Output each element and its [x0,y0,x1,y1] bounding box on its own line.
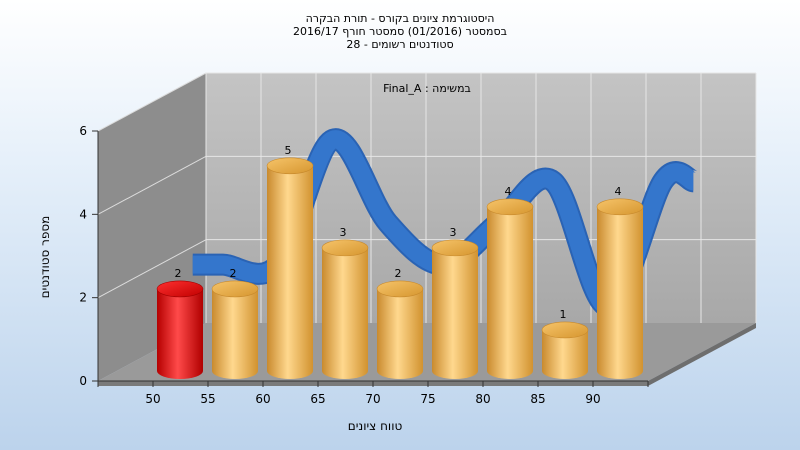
bar-body [487,206,533,379]
bar: 5 [266,144,314,379]
y-tick-label: 6 [79,124,87,138]
chart-title-line-1: היסטוגרמת ציונים בקורס - תורת הבקרה [306,12,495,25]
bar-top [321,239,369,257]
bar-top [541,321,589,339]
side-wall-gridline [97,155,207,215]
bar-top [596,198,644,216]
y-tick-label: 2 [79,291,87,305]
y-axis-title: מספר סטודנטים [38,216,52,299]
x-tick-label: 70 [365,392,380,406]
x-tick-label: 55 [200,392,215,406]
x-tick-label: 75 [420,392,435,406]
bar-top [211,280,259,298]
bar-body [432,247,478,379]
x-tick-label: 85 [530,392,545,406]
bar: 1 [541,308,589,379]
bar-body [377,288,423,379]
bar-value-label: 2 [175,267,182,280]
chart-title-line-2: בסמסטר (01/2016) סמסטר חורף 2016/17 [293,25,507,38]
bar: 2 [376,267,424,379]
bar: 3 [431,226,479,379]
bar-value-label: 1 [560,308,567,321]
bar: 4 [486,185,534,379]
bar-value-label: 4 [615,185,622,198]
bar-value-label: 2 [395,267,402,280]
bar: 2 [211,267,259,379]
series-label: Final_A : במשימה [383,82,471,95]
x-tick-label: 65 [310,392,325,406]
bar-top [156,280,204,298]
bar-value-label: 3 [340,226,347,239]
chart-title-line-3: סטודנטים רשומים - 28 [346,38,453,51]
bar-value-label: 5 [285,144,292,157]
y-axis-ticks: 0 2 4 6 [79,124,98,388]
x-tick-label: 50 [145,392,160,406]
bar-top [431,239,479,257]
x-axis-ticks: 50 55 60 65 70 75 80 85 90 [97,381,649,406]
bar-value-label: 3 [450,226,457,239]
x-tick-label: 90 [585,392,600,406]
bar: 3 [321,226,369,379]
floor [98,323,756,381]
bar-top [266,157,314,175]
x-tick-label: 80 [475,392,490,406]
y-tick-label: 4 [79,207,87,221]
bar-body [322,247,368,379]
x-tick-label: 60 [255,392,270,406]
bar: 2 [156,267,204,379]
bar-body [267,165,313,379]
side-wall-gridline [97,239,207,299]
bar-body [597,206,643,379]
bar-body [212,288,258,379]
floor-right-edge [648,323,756,386]
bar-top [486,198,534,216]
bar-body [157,288,203,379]
bar-value-label: 2 [230,267,237,280]
bar-value-label: 4 [505,185,512,198]
gridlines [97,72,757,323]
bar-top [376,280,424,298]
x-axis-title: טווח ציונים [348,419,403,433]
bar: 4 [596,185,644,379]
side-wall-gridline [97,72,207,132]
bars: 2 2 5 3 2 3 4 1 4 [156,144,644,379]
bar-body [542,329,588,379]
y-tick-label: 0 [79,374,87,388]
